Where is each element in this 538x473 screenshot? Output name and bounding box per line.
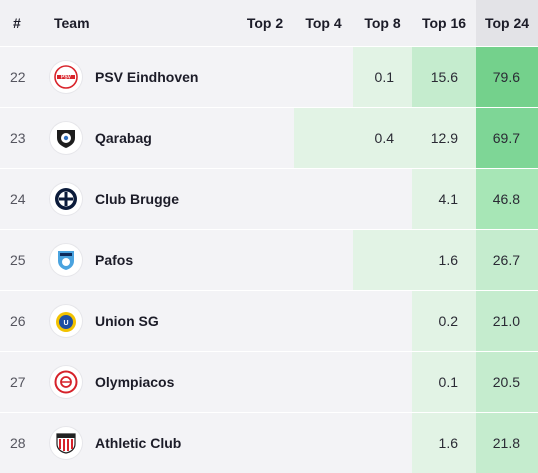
top8-cell [353,169,412,230]
top8-cell [353,291,412,352]
top8-cell [353,413,412,473]
team-cell[interactable]: PSV PSV Eindhoven [50,47,236,108]
rank-cell: 22 [0,47,50,108]
team-cell[interactable]: Athletic Club [50,413,236,473]
top2-cell [236,47,294,108]
team-name[interactable]: Union SG [95,313,159,329]
top8-cell [353,352,412,413]
team-name[interactable]: Olympiacos [95,374,174,390]
top16-cell: 1.6 [412,230,476,291]
olympiacos-crest-icon [50,366,82,398]
team-cell[interactable]: U Union SG [50,291,236,352]
top4-cell [294,291,353,352]
team-cell[interactable]: Olympiacos [50,352,236,413]
header-top24[interactable]: Top 24 [476,0,538,47]
qarabag-crest-icon [50,122,82,154]
top4-cell [294,47,353,108]
top24-cell: 69.7 [476,108,538,169]
team-cell[interactable]: Qarabag [50,108,236,169]
top4-cell [294,230,353,291]
rank-cell: 27 [0,352,50,413]
top2-cell [236,230,294,291]
top4-cell [294,108,353,169]
table-header-row: # Team Top 2 Top 4 Top 8 Top 16 Top 24 [0,0,538,47]
header-top4[interactable]: Top 4 [294,0,353,47]
team-name[interactable]: Athletic Club [95,435,181,451]
top2-cell [236,352,294,413]
team-name[interactable]: Qarabag [95,130,152,146]
svg-text:U: U [63,320,68,327]
top16-cell: 1.6 [412,413,476,473]
rank-cell: 28 [0,413,50,473]
team-cell[interactable]: Club Brugge [50,169,236,230]
team-name[interactable]: Club Brugge [95,191,179,207]
top2-cell [236,413,294,473]
top4-cell [294,413,353,473]
team-name[interactable]: PSV Eindhoven [95,69,198,85]
top24-cell: 46.8 [476,169,538,230]
header-top2[interactable]: Top 2 [236,0,294,47]
club-brugge-crest-icon [50,183,82,215]
top2-cell [236,169,294,230]
header-team[interactable]: Team [50,0,236,47]
top24-cell: 26.7 [476,230,538,291]
athletic-club-crest-icon [50,427,82,459]
rank-cell: 25 [0,230,50,291]
top24-cell: 21.8 [476,413,538,473]
top16-cell: 0.1 [412,352,476,413]
union-sg-crest-icon: U [50,305,82,337]
top8-cell: 0.4 [353,108,412,169]
header-rank[interactable]: # [0,0,50,47]
top4-cell [294,169,353,230]
header-top16[interactable]: Top 16 [412,0,476,47]
rank-cell: 24 [0,169,50,230]
top16-cell: 15.6 [412,47,476,108]
top2-cell [236,108,294,169]
top2-cell [236,291,294,352]
pafos-crest-icon [50,244,82,276]
header-top8[interactable]: Top 8 [353,0,412,47]
rank-cell: 26 [0,291,50,352]
svg-text:PSV: PSV [61,74,72,80]
top8-cell [353,230,412,291]
rank-cell: 23 [0,108,50,169]
top16-cell: 12.9 [412,108,476,169]
top8-cell: 0.1 [353,47,412,108]
top16-cell: 0.2 [412,291,476,352]
top24-cell: 20.5 [476,352,538,413]
team-name[interactable]: Pafos [95,252,133,268]
team-cell[interactable]: Pafos [50,230,236,291]
top4-cell [294,352,353,413]
psv-crest-icon: PSV [50,61,82,93]
top24-cell: 79.6 [476,47,538,108]
top16-cell: 4.1 [412,169,476,230]
top24-cell: 21.0 [476,291,538,352]
